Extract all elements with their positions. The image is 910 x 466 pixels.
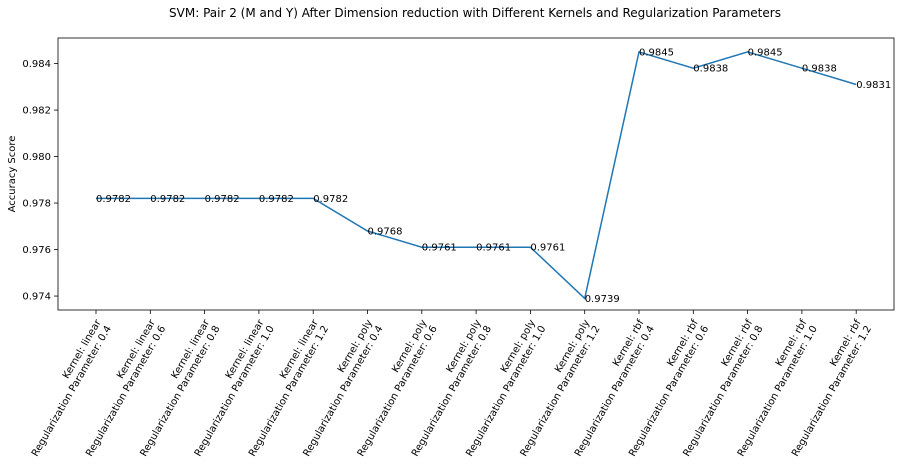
data-label: 0.9761: [476, 243, 511, 254]
y-tick-label: 0.984: [22, 59, 51, 70]
data-label: 0.9739: [585, 294, 620, 305]
y-tick-label: 0.980: [22, 152, 51, 163]
data-label: 0.9782: [205, 194, 240, 205]
series-line: [96, 50, 857, 300]
data-label: 0.9782: [96, 194, 131, 205]
data-label: 0.9761: [530, 243, 565, 254]
y-tick-label: 0.974: [22, 292, 51, 303]
data-label: 0.9838: [802, 64, 837, 75]
y-tick-label: 0.982: [22, 106, 51, 117]
y-tick-label: 0.976: [22, 245, 51, 256]
chart-title: SVM: Pair 2 (M and Y) After Dimension re…: [169, 6, 781, 20]
y-axis: 0.974 0.976 0.978 0.980 0.982 0.984: [22, 59, 58, 303]
plot-frame: [57, 37, 895, 311]
y-tick-label: 0.978: [22, 199, 51, 210]
data-labels: 0.9782 0.9782 0.9782 0.9782 0.9782 0.9768 0.97…: [96, 47, 891, 304]
data-label: 0.9831: [856, 80, 891, 91]
y-axis-label: Accuracy Score: [7, 136, 18, 213]
data-label: 0.9782: [150, 194, 185, 205]
data-label: 0.9782: [313, 194, 348, 205]
x-axis: Kernel: linearRegularization Parameter: …: [30, 310, 874, 459]
data-label: 0.9761: [422, 243, 457, 254]
data-label: 0.9782: [259, 194, 294, 205]
data-label: 0.9838: [693, 64, 728, 75]
data-label: 0.9845: [748, 47, 783, 58]
data-label: 0.9768: [368, 226, 403, 237]
data-label: 0.9845: [639, 47, 674, 58]
